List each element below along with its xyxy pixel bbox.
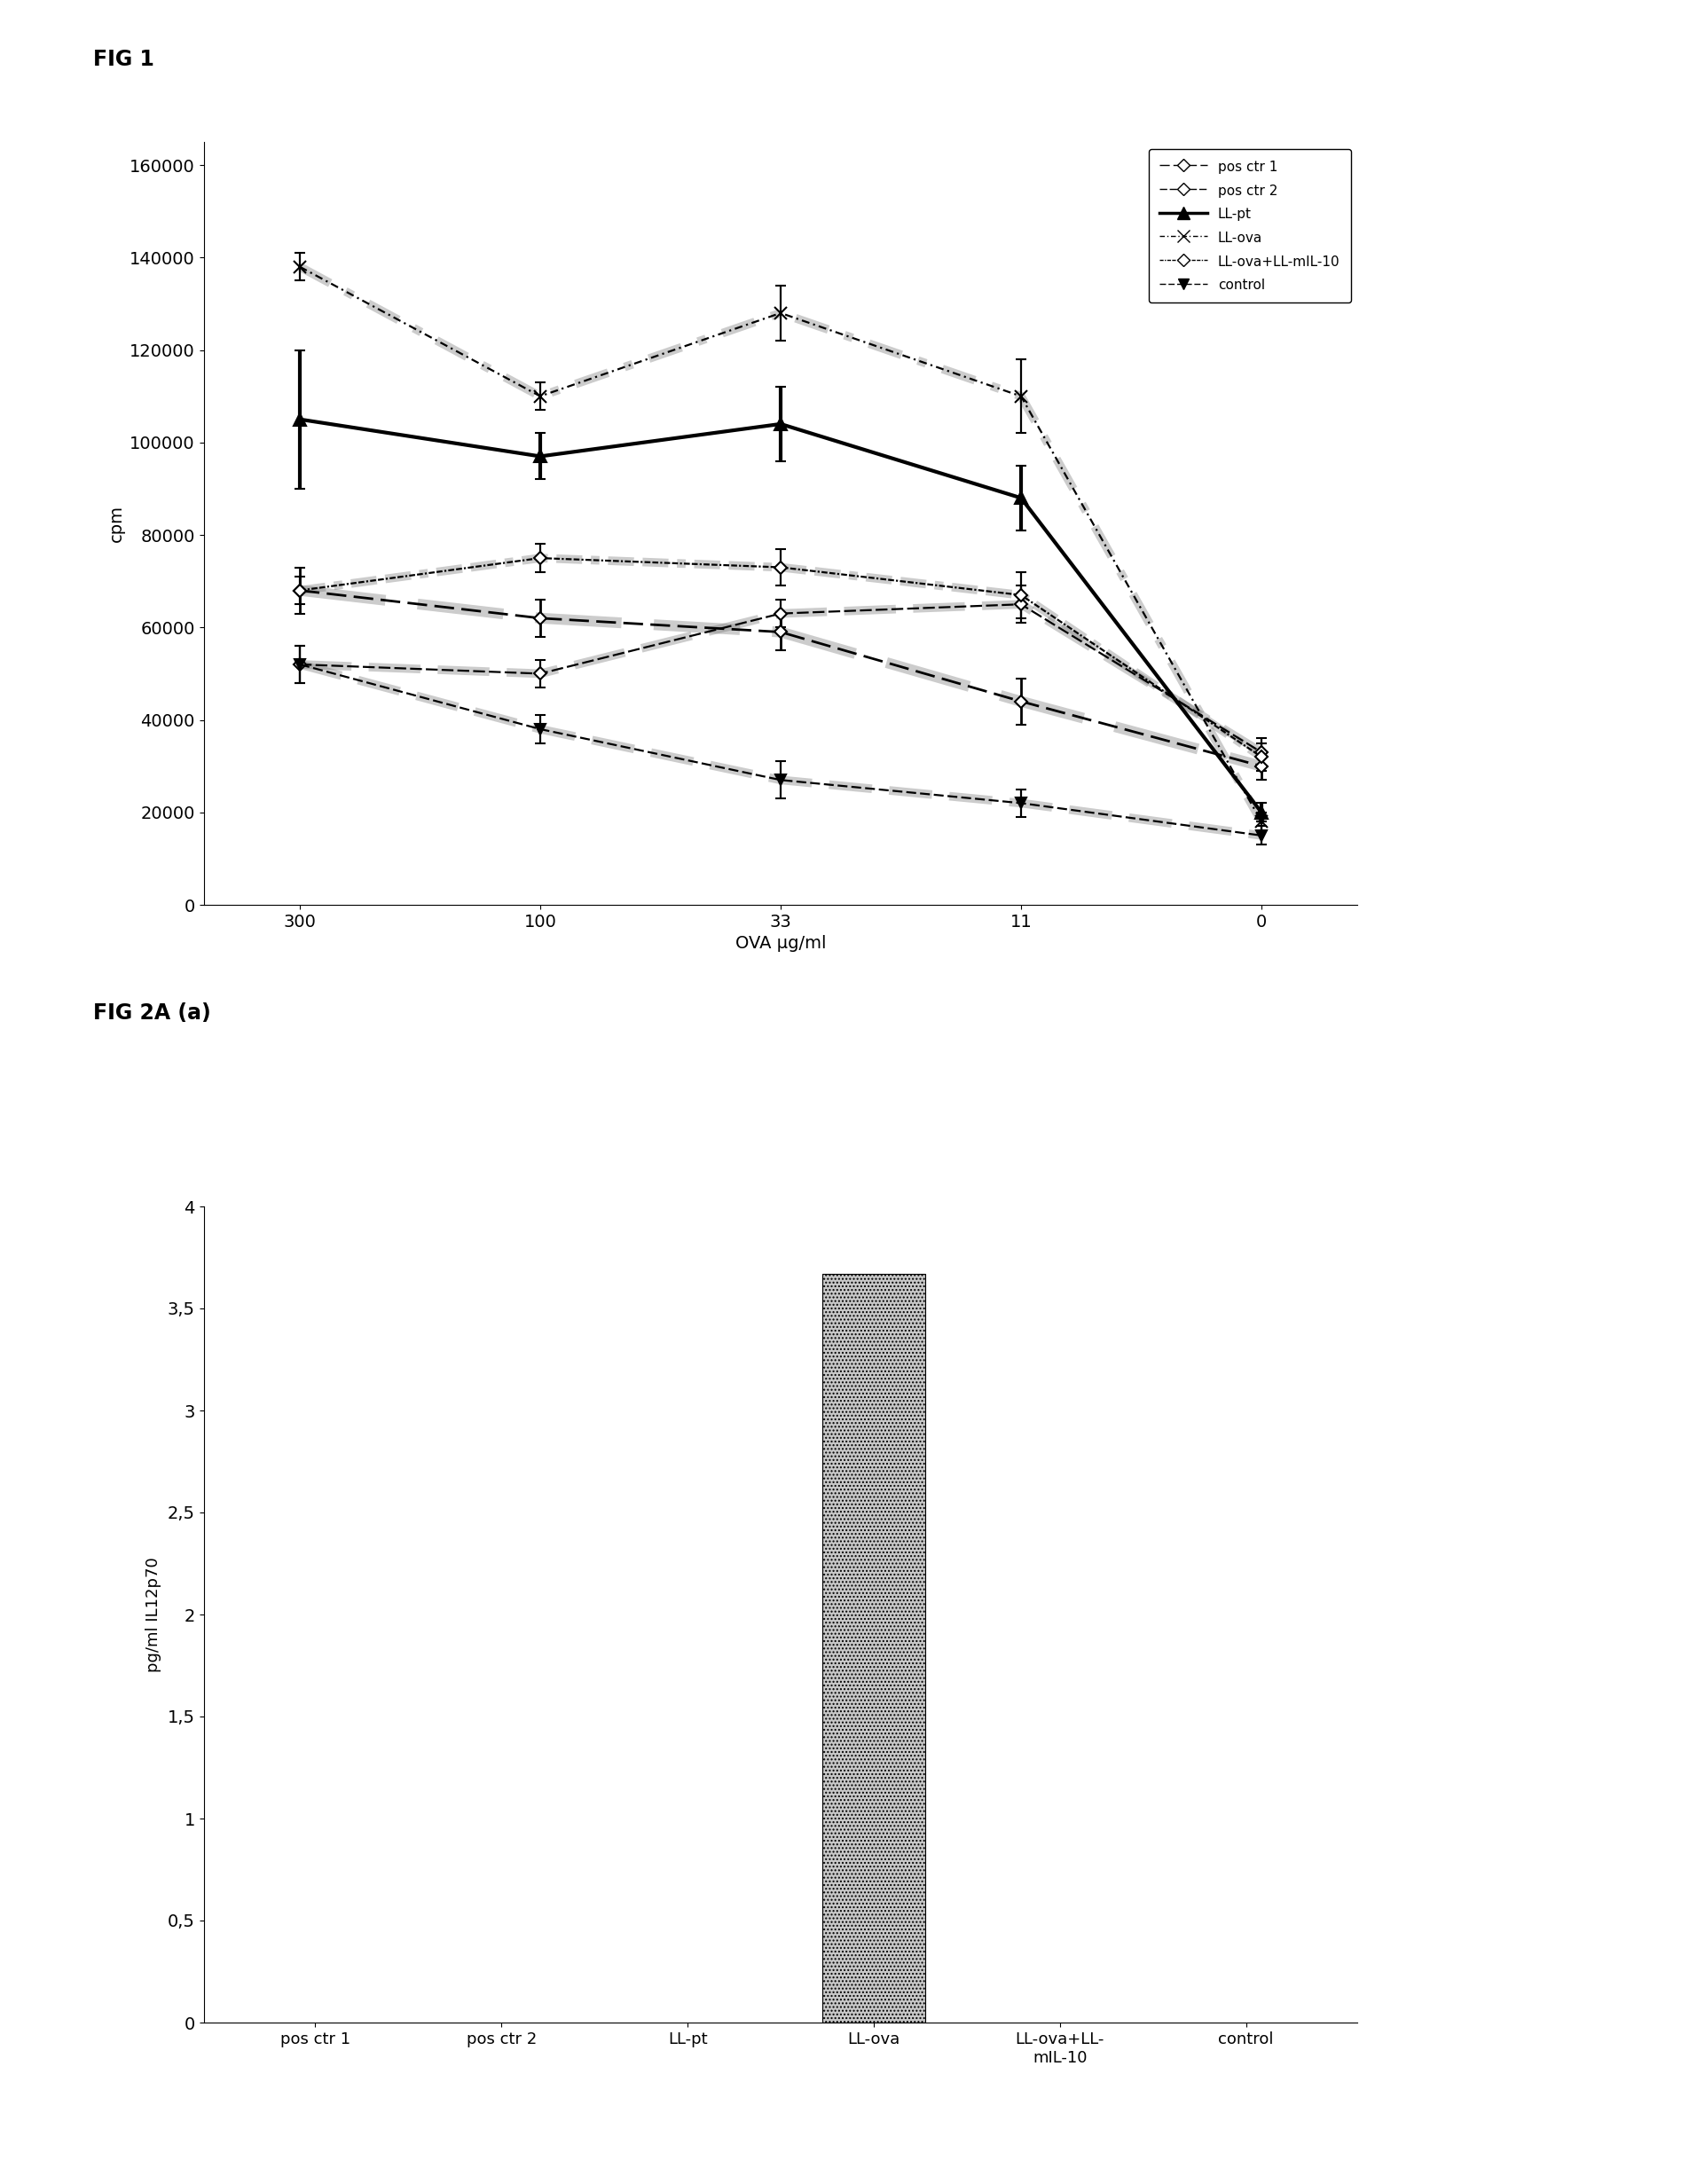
Legend: pos ctr 1, pos ctr 2, LL-pt, LL-ova, LL-ova+LL-mIL-10, control: pos ctr 1, pos ctr 2, LL-pt, LL-ova, LL-…: [1149, 149, 1351, 304]
Text: FIG 1: FIG 1: [93, 48, 154, 70]
Y-axis label: pg/ml IL12p70: pg/ml IL12p70: [146, 1557, 161, 1673]
X-axis label: OVA µg/ml: OVA µg/ml: [735, 935, 826, 952]
Y-axis label: cpm: cpm: [109, 505, 124, 542]
Text: FIG 2A (a): FIG 2A (a): [93, 1002, 210, 1024]
Bar: [823, 1273, 925, 2022]
